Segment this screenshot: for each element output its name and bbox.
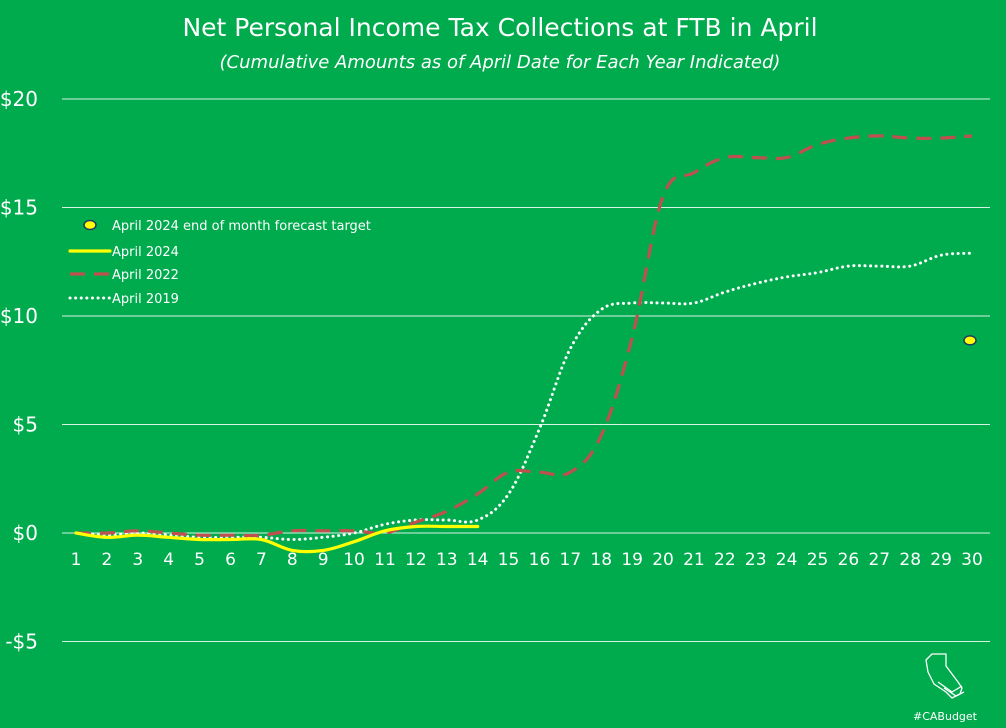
y-axis-tick-labels: $20 $15 $10 $5 $0 -$5 <box>0 87 38 654</box>
legend-label: April 2022 <box>112 268 179 283</box>
x-axis-tick-labels: 1 2 3 4 5 6 7 8 9 10 11 12 13 14 15 16 17 18 19 20 21 22 23 24 2… <box>71 550 983 570</box>
x-tick-label: 19 <box>621 550 643 570</box>
x-tick-label: 5 <box>194 550 205 570</box>
x-tick-label: 3 <box>132 550 143 570</box>
x-tick-label: 10 <box>343 550 365 570</box>
x-tick-label: 18 <box>590 550 612 570</box>
chart-title: Net Personal Income Tax Collections at F… <box>182 13 817 42</box>
x-tick-label: 15 <box>498 550 520 570</box>
series-line-april-2019 <box>74 251 974 541</box>
x-tick-label: 27 <box>868 550 890 570</box>
y-tick-label: $15 <box>0 196 38 220</box>
x-tick-label: 4 <box>163 550 174 570</box>
legend-label: April 2019 <box>112 292 179 307</box>
series-lines <box>74 134 974 554</box>
y-tick-label: $5 <box>13 413 38 437</box>
x-tick-label: 17 <box>560 550 582 570</box>
series-line-april-2022 <box>75 134 973 538</box>
x-tick-label: 25 <box>807 550 829 570</box>
x-tick-label: 1 <box>71 550 82 570</box>
x-tick-label: 24 <box>776 550 798 570</box>
x-tick-label: 14 <box>467 550 489 570</box>
y-tick-label: -$5 <box>5 630 38 654</box>
forecast-target-marker <box>963 335 977 346</box>
y-tick-label: $0 <box>13 521 38 545</box>
x-tick-label: 21 <box>683 550 705 570</box>
x-tick-label: 9 <box>318 550 329 570</box>
x-tick-label: 12 <box>405 550 427 570</box>
gridlines <box>62 98 990 642</box>
legend-marker-swatch <box>83 219 97 231</box>
x-tick-label: 28 <box>899 550 921 570</box>
legend-label: April 2024 <box>112 245 179 260</box>
x-tick-label: 8 <box>287 550 298 570</box>
x-tick-label: 22 <box>714 550 736 570</box>
legend-label: April 2024 end of month forecast target <box>112 219 371 234</box>
x-tick-label: 26 <box>838 550 860 570</box>
x-tick-label: 2 <box>101 550 112 570</box>
x-tick-label: 11 <box>374 550 396 570</box>
forecast-markers <box>963 335 977 346</box>
x-tick-label: 23 <box>745 550 767 570</box>
x-tick-label: 20 <box>652 550 674 570</box>
x-tick-label: 29 <box>930 550 952 570</box>
y-tick-label: $20 <box>0 87 38 111</box>
series-line-april-2024 <box>74 524 480 554</box>
x-tick-label: 6 <box>225 550 236 570</box>
x-tick-label: 16 <box>529 550 551 570</box>
x-tick-label: 7 <box>256 550 267 570</box>
california-state-icon <box>925 653 965 699</box>
x-tick-label: 30 <box>961 550 983 570</box>
x-tick-label: 13 <box>436 550 458 570</box>
chart-subtitle: (Cumulative Amounts as of April Date for… <box>220 52 781 73</box>
legend: April 2024 end of month forecast target A… <box>68 219 371 307</box>
y-tick-label: $10 <box>0 304 38 328</box>
hashtag-label: #CABudget <box>913 710 978 723</box>
